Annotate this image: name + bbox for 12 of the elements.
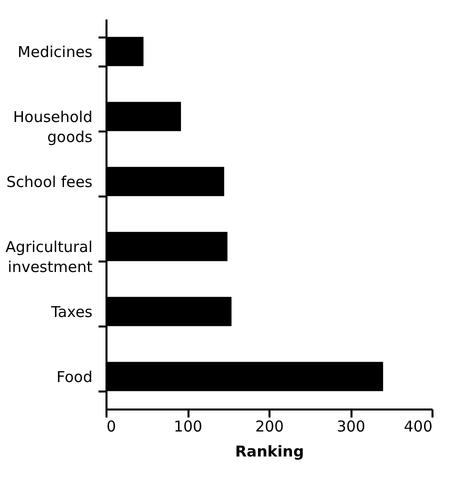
x-tick-label: 0 [106,418,116,436]
x-tick-label: 100 [174,418,202,436]
y-tick-label: Household goods [13,108,93,146]
y-tick-label: Medicines [18,43,93,61]
x-tick-label: 200 [255,418,284,436]
y-tick-label: Agricultural investment [6,238,93,276]
x-tick-label: 300 [336,418,366,436]
x-axis-title: Ranking [235,442,304,460]
y-tick-label: School fees [6,173,93,191]
y-tick-label: Taxes [50,303,93,321]
x-tick-label: 400 [404,418,432,436]
y-tick-label: Food [56,368,92,386]
